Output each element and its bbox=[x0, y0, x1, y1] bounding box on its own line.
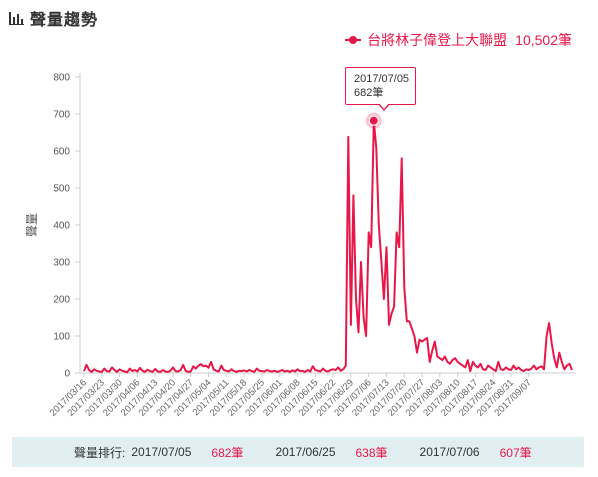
y-tick-label: 300 bbox=[53, 258, 70, 269]
y-tick-label: 400 bbox=[53, 221, 70, 232]
y-tick-label: 100 bbox=[53, 332, 70, 343]
highlight-point bbox=[368, 115, 379, 126]
tooltip-date: 2017/07/05 bbox=[354, 73, 410, 85]
chart-tooltip: 2017/07/05 682筆 bbox=[345, 67, 416, 105]
ranking-date-2: 2017/06/25 bbox=[275, 445, 336, 459]
ranking-count-2: 638筆 bbox=[355, 445, 388, 460]
ranking-count-1: 682筆 bbox=[211, 445, 244, 460]
y-axis-label: 聲量 bbox=[24, 213, 39, 237]
tooltip-value: 682筆 bbox=[354, 87, 384, 99]
chart-header: 聲量趨勢 bbox=[8, 6, 98, 30]
legend-marker-icon bbox=[345, 35, 362, 45]
y-tick-label: 600 bbox=[53, 147, 70, 158]
legend-label: 台將林子偉登上大聯盟 bbox=[367, 32, 508, 48]
volume-ranking-bar: 聲量排行: 2017/07/05 682筆 2017/06/25 638筆 20… bbox=[12, 437, 584, 467]
bar-chart-icon bbox=[9, 12, 24, 25]
ranking-date-3: 2017/07/06 bbox=[419, 445, 480, 459]
y-tick-label: 700 bbox=[53, 110, 70, 121]
line-chart: 0100200300400500600700800聲量2017/03/16201… bbox=[24, 73, 576, 419]
y-tick-label: 500 bbox=[53, 184, 70, 195]
legend-count: 10,502筆 bbox=[515, 32, 572, 48]
series-line bbox=[83, 119, 573, 374]
tooltip-arrow-inner bbox=[379, 103, 389, 109]
y-tick-label: 200 bbox=[53, 295, 70, 306]
ranking-date-1: 2017/07/05 bbox=[131, 445, 192, 459]
legend-item[interactable]: 台將林子偉登上大聯盟 10,502筆 bbox=[345, 30, 572, 50]
y-tick-label: 0 bbox=[64, 369, 70, 380]
ranking-count-3: 607筆 bbox=[499, 445, 532, 460]
chart-title: 聲量趨勢 bbox=[30, 12, 99, 29]
y-tick-label: 800 bbox=[53, 73, 70, 84]
ranking-label: 聲量排行: bbox=[74, 445, 126, 460]
